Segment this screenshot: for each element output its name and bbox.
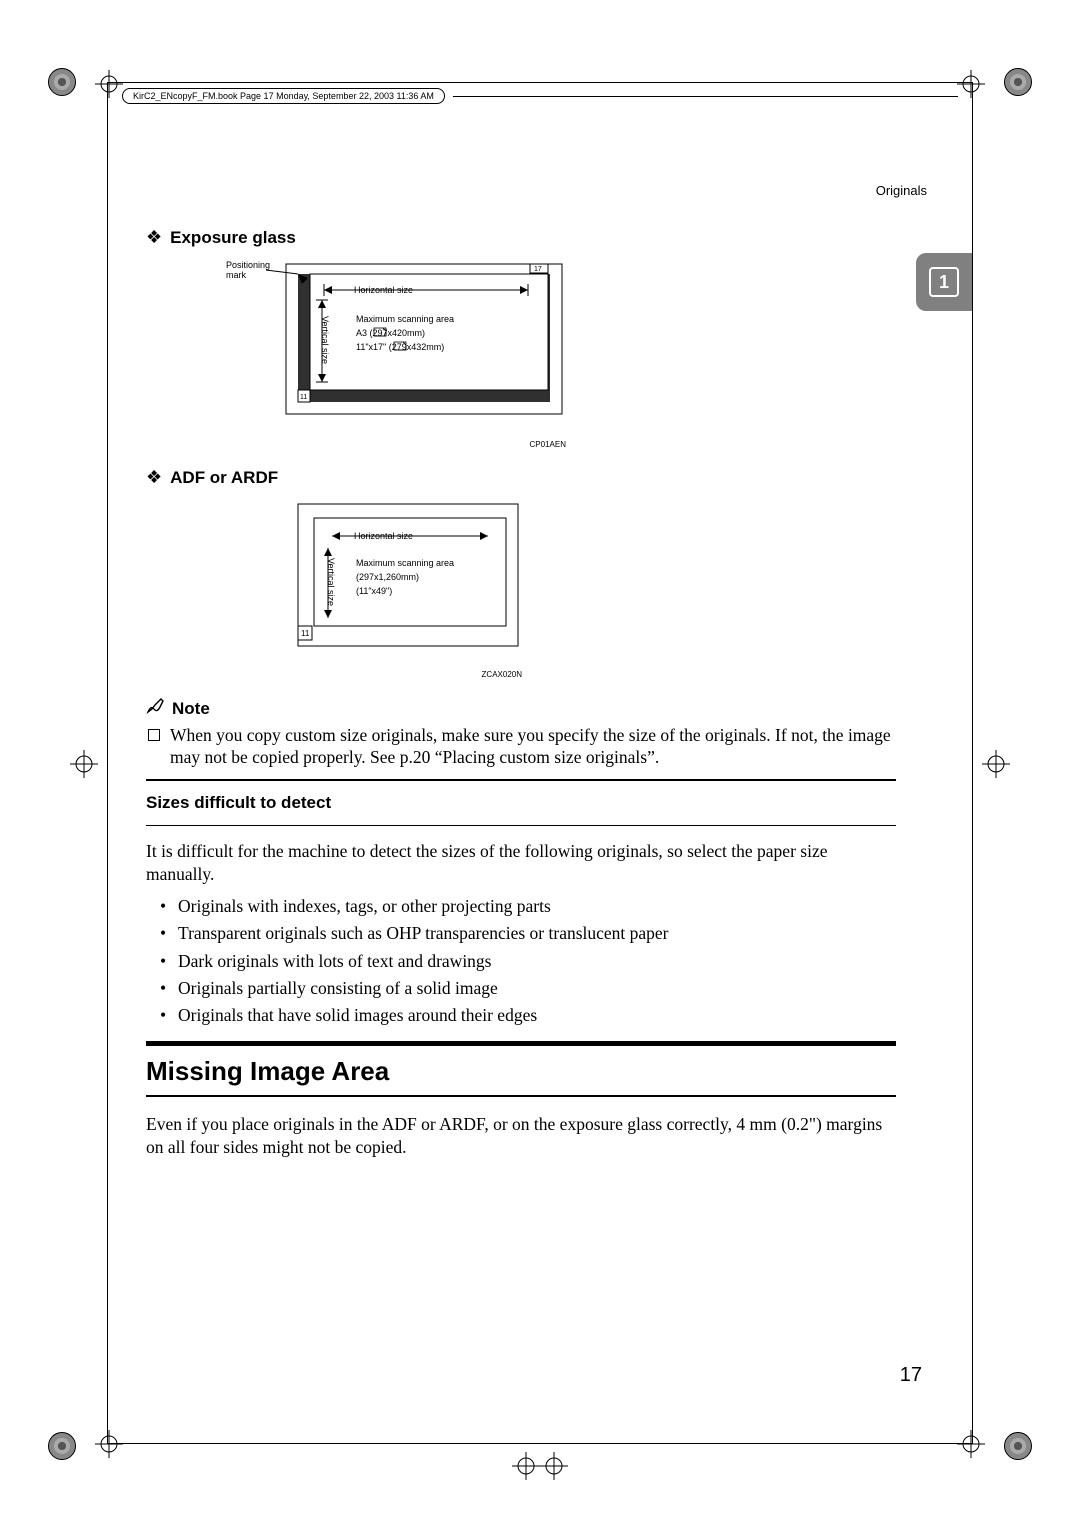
registration-disk — [1004, 68, 1032, 96]
header-bar: KirC2_ENcopyF_FM.book Page 17 Monday, Se… — [122, 83, 958, 109]
rule — [146, 1095, 896, 1097]
list-item: Dark originals with lots of text and dra… — [160, 948, 896, 975]
diamond-icon: ❖ — [146, 227, 162, 248]
label-positioning-1: Positioning — [226, 260, 270, 270]
heading-sizes-difficult: Sizes difficult to detect — [146, 793, 896, 813]
heading-missing-image-area: Missing Image Area — [146, 1056, 896, 1087]
list-item: Originals that have solid images around … — [160, 1002, 896, 1029]
note-label: Note — [172, 699, 210, 719]
label-positioning-2: mark — [226, 270, 246, 280]
rule — [146, 779, 896, 781]
label-horz: Horizontal size — [354, 285, 413, 295]
heading-adf-ardf: ❖ ADF or ARDF — [146, 467, 896, 488]
label-vert: Vertical size — [326, 558, 336, 606]
diagram-id: CP01AEN — [226, 440, 566, 449]
list-item: Originals partially consisting of a soli… — [160, 975, 896, 1002]
heading-exposure-glass: ❖ Exposure glass — [146, 227, 896, 248]
chapter-tab: 1 — [916, 253, 972, 311]
top-ruler: 17 — [534, 266, 542, 273]
note-item: When you copy custom size originals, mak… — [148, 724, 896, 769]
page-frame: KirC2_ENcopyF_FM.book Page 17 Monday, Se… — [107, 82, 973, 1444]
note-heading: Note — [146, 697, 896, 720]
sizes-bullet-list: Originals with indexes, tags, or other p… — [160, 893, 896, 1029]
note-text: When you copy custom size originals, mak… — [170, 724, 896, 769]
diamond-icon: ❖ — [146, 467, 162, 488]
sizes-intro: It is difficult for the machine to detec… — [146, 840, 896, 886]
left-ruler: 11 — [301, 629, 310, 638]
crop-target-icon — [982, 750, 1010, 778]
left-ruler: 11 — [300, 394, 307, 401]
registration-disk — [1004, 1432, 1032, 1460]
registration-disk — [48, 68, 76, 96]
label-horz: Horizontal size — [354, 531, 413, 541]
content-area: ❖ Exposure glass — [146, 219, 896, 1166]
scan-line-2: (11"x49") — [356, 586, 392, 596]
page-number: 17 — [900, 1364, 922, 1387]
chapter-number: 1 — [929, 267, 959, 297]
pencil-icon — [146, 697, 166, 720]
list-item: Transparent originals such as OHP transp… — [160, 920, 896, 947]
scan-line-0: Maximum scanning area — [356, 558, 454, 568]
crop-target-icon — [70, 750, 98, 778]
rule — [146, 1041, 896, 1046]
scan-line-0: Maximum scanning area — [356, 314, 454, 324]
diagram-adf-ardf: 11 Horizontal size Vertical size Maximum… — [274, 500, 896, 679]
checkbox-icon — [148, 729, 160, 741]
list-item: Originals with indexes, tags, or other p… — [160, 893, 896, 920]
note-list: When you copy custom size originals, mak… — [148, 724, 896, 769]
crop-target-icon — [512, 1452, 568, 1485]
header-rule — [453, 96, 958, 97]
rule — [146, 825, 896, 826]
scan-line-2: 11"x17" (279x432mm) — [356, 342, 444, 352]
diagram-id: ZCAX020N — [274, 670, 522, 679]
registration-disk — [48, 1432, 76, 1460]
diagram-exposure-glass: Positioning mark Horizontal size Vertica… — [226, 260, 896, 449]
running-head: Originals — [876, 183, 927, 198]
scan-line-1: (297x1,260mm) — [356, 572, 419, 582]
header-pill: KirC2_ENcopyF_FM.book Page 17 Monday, Se… — [122, 88, 445, 104]
label-vert: Vertical size — [320, 316, 330, 364]
scan-line-1: A3 (297x420mm) — [356, 328, 425, 338]
missing-body: Even if you place originals in the ADF o… — [146, 1113, 896, 1159]
heading-label: ADF or ARDF — [170, 468, 278, 488]
heading-label: Exposure glass — [170, 228, 296, 248]
